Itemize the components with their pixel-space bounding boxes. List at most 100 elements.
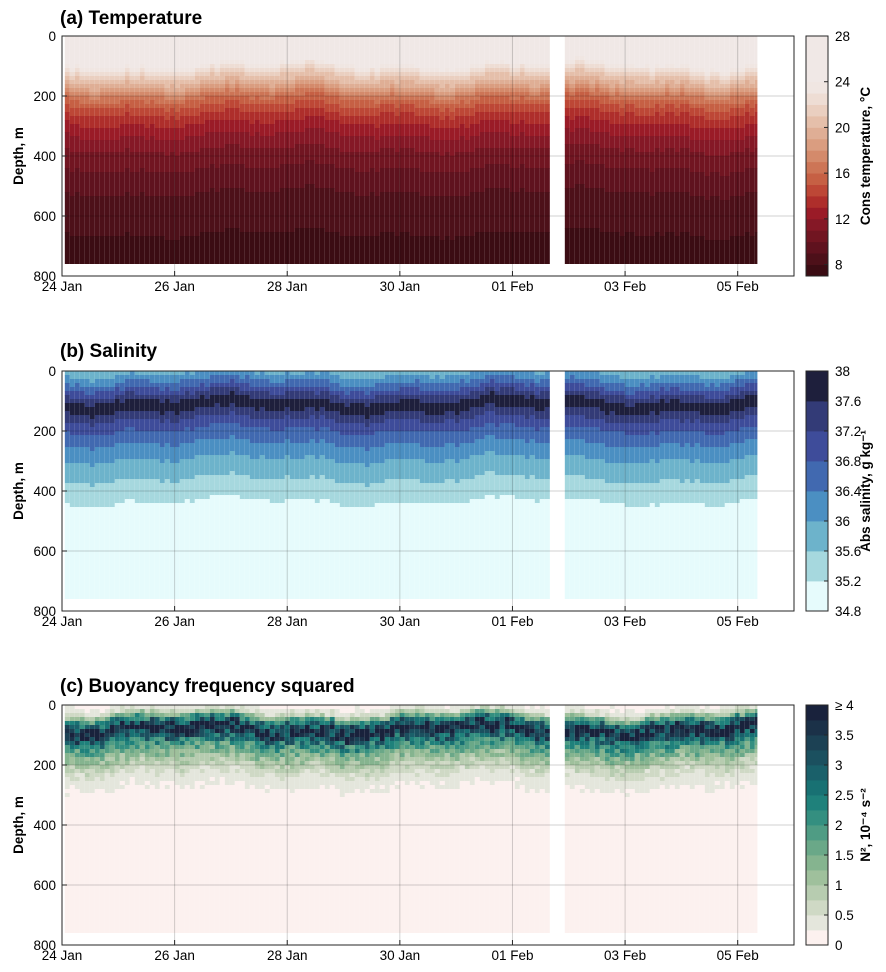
heatmap-cell bbox=[704, 399, 710, 404]
heatmap-cell bbox=[154, 387, 160, 396]
heatmap-cell bbox=[694, 375, 700, 384]
heatmap-cell bbox=[264, 705, 270, 710]
heatmap-cell bbox=[659, 192, 665, 237]
heatmap-cell bbox=[619, 36, 625, 65]
heatmap-cell bbox=[319, 475, 325, 500]
heatmap-cell bbox=[639, 100, 645, 109]
heatmap-cell bbox=[429, 463, 435, 484]
heatmap-cell bbox=[414, 76, 420, 85]
heatmap-cell bbox=[94, 741, 100, 746]
heatmap-cell bbox=[749, 407, 755, 416]
heatmap-cell bbox=[689, 140, 695, 153]
heatmap-cell bbox=[689, 431, 695, 448]
heatmap-cell bbox=[594, 387, 600, 392]
heatmap-cell bbox=[219, 713, 225, 722]
heatmap-cell bbox=[459, 76, 465, 81]
heatmap-cell bbox=[629, 415, 635, 424]
heatmap-cell bbox=[404, 375, 410, 384]
heatmap-cell bbox=[254, 411, 260, 420]
heatmap-cell bbox=[79, 757, 85, 766]
heatmap-cell bbox=[314, 88, 320, 93]
heatmap-cell bbox=[374, 483, 380, 504]
heatmap-cell bbox=[224, 120, 230, 133]
heatmap-cell bbox=[754, 391, 758, 396]
heatmap-cell bbox=[669, 443, 675, 460]
heatmap-cell bbox=[524, 192, 530, 233]
heatmap-cell bbox=[214, 168, 220, 193]
heatmap-cell bbox=[409, 92, 415, 97]
heatmap-cell bbox=[654, 168, 660, 193]
heatmap-cell bbox=[619, 64, 625, 69]
heatmap-cell bbox=[239, 371, 245, 380]
heatmap-cell bbox=[659, 108, 665, 117]
heatmap-cell bbox=[424, 383, 430, 392]
heatmap-cell bbox=[484, 471, 490, 496]
heatmap-cell bbox=[229, 495, 235, 599]
heatmap-cell bbox=[519, 80, 525, 85]
heatmap-cell bbox=[309, 88, 315, 93]
heatmap-cell bbox=[439, 140, 445, 157]
colorbar-swatch bbox=[806, 431, 828, 462]
heatmap-cell bbox=[469, 387, 475, 392]
heatmap-cell bbox=[274, 120, 280, 133]
heatmap-cell bbox=[239, 88, 245, 93]
heatmap-cell bbox=[364, 507, 370, 599]
heatmap-cell bbox=[64, 411, 70, 424]
heatmap-cell bbox=[444, 459, 450, 480]
heatmap-cell bbox=[539, 148, 545, 169]
heatmap-cell bbox=[399, 96, 405, 101]
heatmap-cell bbox=[124, 68, 130, 73]
heatmap-cell bbox=[304, 100, 310, 109]
heatmap-cell bbox=[724, 200, 730, 241]
heatmap-cell bbox=[589, 407, 595, 420]
heatmap-cell bbox=[239, 164, 245, 189]
heatmap-cell bbox=[154, 76, 160, 81]
heatmap-cell bbox=[644, 192, 650, 237]
heatmap-cell bbox=[209, 371, 215, 376]
heatmap-cell bbox=[704, 96, 710, 101]
heatmap-cell bbox=[244, 112, 250, 121]
heatmap-cell bbox=[339, 435, 345, 448]
heatmap-cell bbox=[119, 431, 125, 444]
heatmap-cell bbox=[179, 709, 185, 714]
heatmap-cell bbox=[94, 172, 100, 197]
heatmap-cell bbox=[164, 713, 170, 718]
heatmap-cell bbox=[339, 124, 345, 137]
heatmap-cell bbox=[504, 112, 510, 121]
heatmap-cell bbox=[484, 92, 490, 97]
heatmap-cell bbox=[624, 64, 630, 69]
heatmap-cell bbox=[694, 104, 700, 109]
heatmap-cell bbox=[169, 729, 175, 734]
heatmap-cell bbox=[74, 717, 80, 722]
heatmap-cell bbox=[164, 431, 170, 444]
heatmap-cell bbox=[719, 156, 725, 177]
heatmap-cell bbox=[74, 483, 80, 508]
heatmap-cell bbox=[289, 232, 295, 264]
heatmap-cell bbox=[269, 96, 275, 101]
heatmap-cell bbox=[104, 705, 110, 710]
heatmap-cell bbox=[409, 395, 415, 400]
heatmap-cell bbox=[749, 136, 755, 153]
heatmap-cell bbox=[184, 709, 190, 714]
heatmap-cell bbox=[459, 419, 465, 432]
heatmap-cell bbox=[119, 721, 125, 726]
heatmap-cell bbox=[539, 419, 545, 428]
heatmap-cell bbox=[269, 709, 275, 718]
heatmap-cell bbox=[204, 407, 210, 416]
heatmap-cell bbox=[114, 375, 120, 384]
heatmap-cell bbox=[429, 104, 435, 109]
heatmap-cell bbox=[404, 68, 410, 73]
heatmap-cell bbox=[524, 443, 530, 460]
heatmap-cell bbox=[419, 100, 425, 109]
heatmap-cell bbox=[109, 713, 115, 718]
heatmap-cell bbox=[244, 713, 250, 718]
heatmap-cell bbox=[209, 375, 215, 384]
heatmap-cell bbox=[419, 395, 425, 404]
heatmap-cell bbox=[159, 717, 165, 722]
heatmap-cell bbox=[724, 395, 730, 404]
heatmap-cell bbox=[224, 773, 230, 786]
heatmap-cell bbox=[729, 116, 735, 129]
heatmap-cell bbox=[119, 419, 125, 432]
heatmap-cell bbox=[169, 411, 175, 424]
